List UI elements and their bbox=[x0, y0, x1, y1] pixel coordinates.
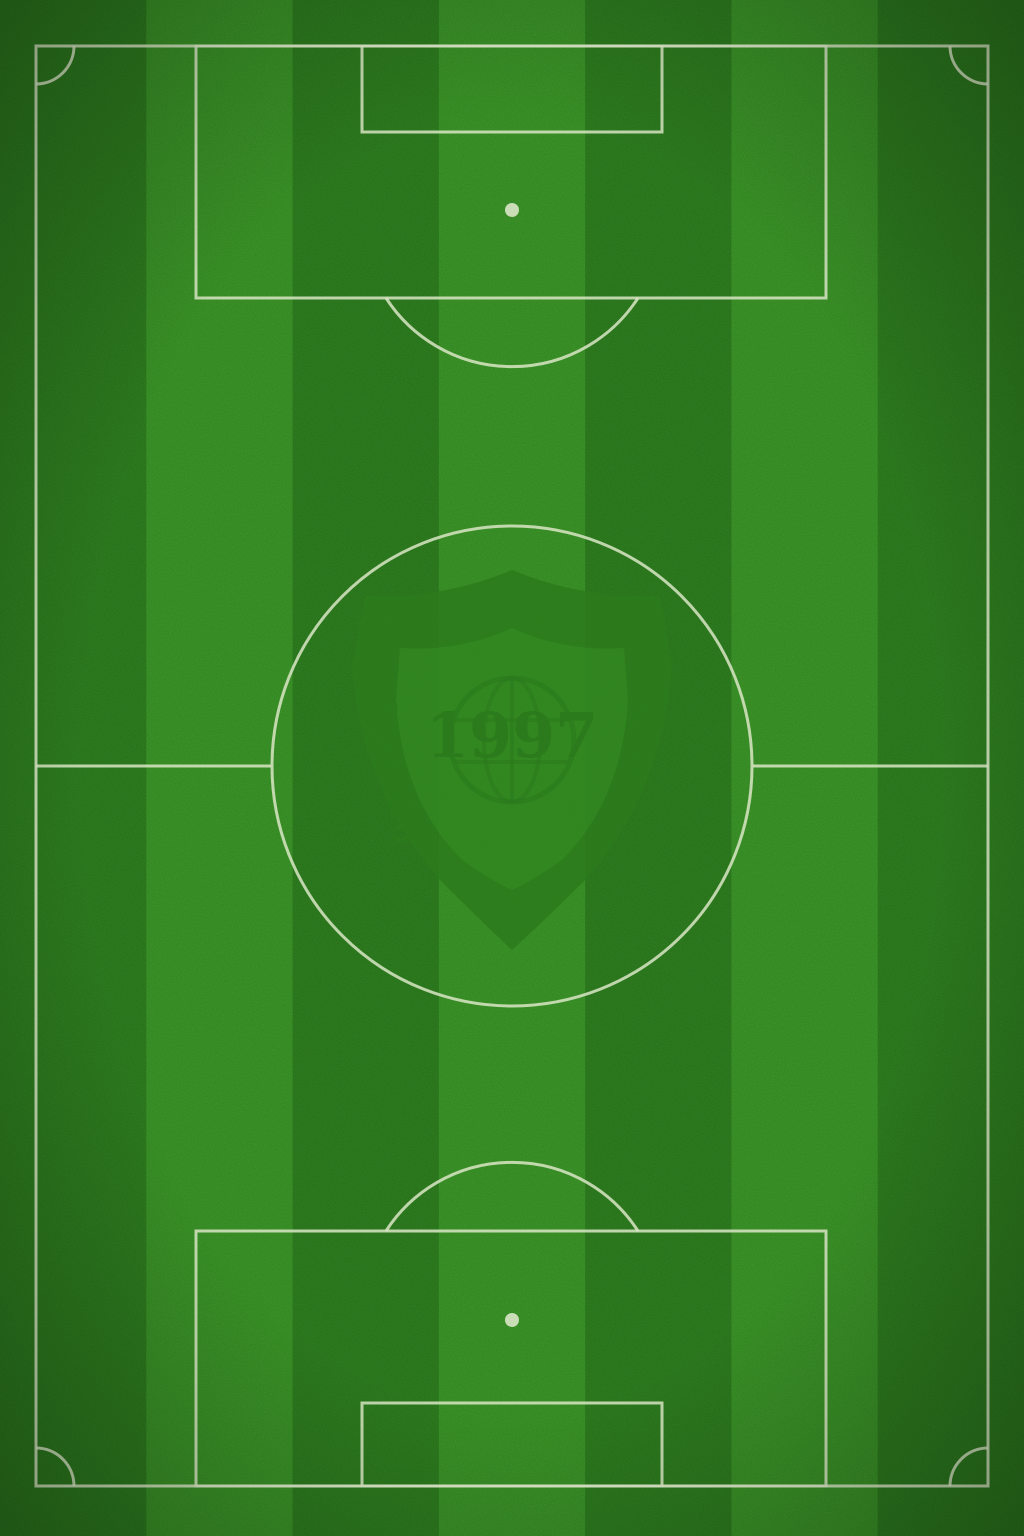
pitch-graphic: 1997 OTHLLTDTO NITTET bbox=[0, 0, 1024, 1536]
vignette-overlay bbox=[0, 0, 1024, 1536]
football-pitch: 1997 OTHLLTDTO NITTET bbox=[0, 0, 1024, 1536]
